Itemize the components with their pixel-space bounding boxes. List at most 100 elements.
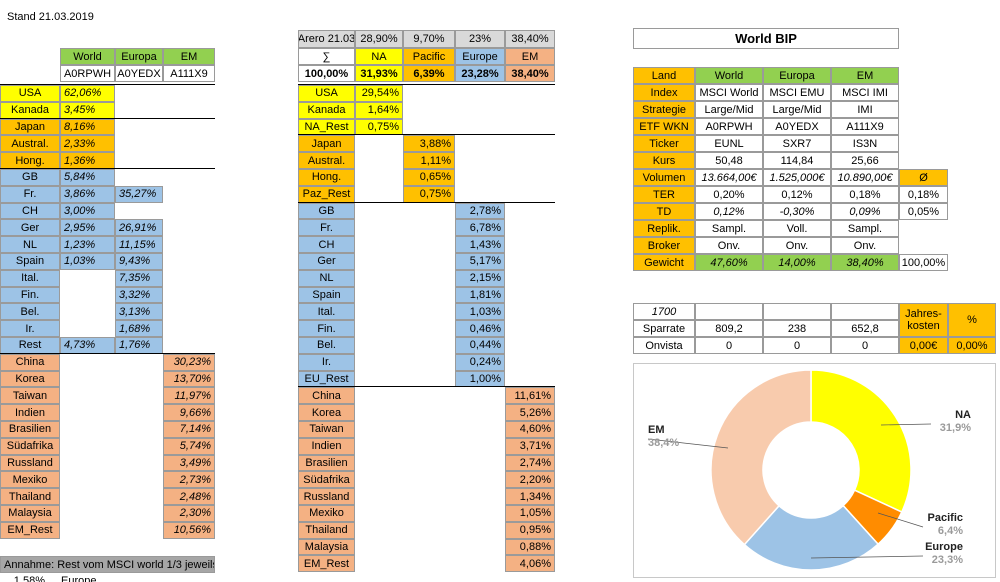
chart-frame bbox=[633, 363, 996, 578]
value-cell bbox=[163, 119, 215, 136]
value-cell: 1,34% bbox=[505, 488, 555, 505]
value-cell: 3,00% bbox=[60, 202, 115, 220]
value-cell: 2,78% bbox=[455, 202, 505, 220]
value-cell bbox=[163, 186, 215, 203]
column-header: EM bbox=[163, 48, 215, 65]
value-cell bbox=[115, 102, 163, 119]
value-cell: A0RPWH bbox=[695, 118, 763, 135]
segment-value: 23,3% bbox=[932, 554, 963, 566]
stand-label: Stand 21.03.2019 bbox=[7, 11, 94, 23]
segment-label: NA bbox=[955, 409, 971, 421]
value-cell bbox=[163, 152, 215, 169]
row-label: Taiwan bbox=[0, 387, 60, 405]
header-cell: 23% bbox=[455, 30, 505, 48]
value-cell bbox=[163, 236, 215, 253]
row-label: NL bbox=[298, 269, 355, 287]
value-cell: Sampl. bbox=[831, 220, 899, 237]
row-label: Bel. bbox=[0, 303, 60, 321]
value-cell bbox=[115, 169, 163, 186]
row-label: Thailand bbox=[0, 488, 60, 505]
value-cell: 2,30% bbox=[163, 505, 215, 522]
row-label: Broker bbox=[633, 237, 695, 254]
value-cell: 13,70% bbox=[163, 370, 215, 388]
value-cell: 26,91% bbox=[115, 219, 163, 237]
row-label: Sparrate bbox=[633, 320, 695, 337]
value-cell: -0,30% bbox=[763, 203, 831, 220]
bottom-label: Europe bbox=[61, 575, 97, 582]
value-cell bbox=[115, 471, 163, 488]
row-label: Hong. bbox=[298, 169, 355, 186]
value-cell bbox=[115, 135, 163, 152]
value-cell: 4,06% bbox=[505, 555, 555, 573]
segment-label: Pacific bbox=[928, 512, 963, 524]
value-cell: 1,64% bbox=[355, 101, 403, 119]
row-label: Thailand bbox=[298, 521, 355, 539]
value-cell bbox=[115, 488, 163, 505]
value-cell: 5,26% bbox=[505, 404, 555, 421]
value-cell: World bbox=[695, 67, 763, 84]
row-label: Ger bbox=[298, 253, 355, 270]
value-cell: 30,23% bbox=[163, 353, 215, 371]
value-cell: EM bbox=[831, 67, 899, 84]
row-label: NA_Rest bbox=[298, 118, 355, 136]
row-label: GB bbox=[298, 202, 355, 220]
value-cell bbox=[115, 404, 163, 421]
value-cell: MSCI World bbox=[695, 84, 763, 101]
value-cell: Onv. bbox=[831, 237, 899, 254]
value-cell: 3,32% bbox=[115, 286, 163, 304]
row-label: Südafrika bbox=[298, 471, 355, 489]
value-cell: 3,13% bbox=[115, 303, 163, 321]
leader-line bbox=[877, 512, 924, 528]
segment-name: ∑ bbox=[298, 48, 355, 65]
header-cell: 38,40% bbox=[505, 30, 555, 48]
header-cell: 28,90% bbox=[355, 30, 403, 48]
value-cell: 11,97% bbox=[163, 387, 215, 405]
value-cell: 35,27% bbox=[115, 185, 163, 203]
segment-name: EM bbox=[505, 48, 555, 65]
value-cell: 2,74% bbox=[505, 454, 555, 472]
segment-value: 38,4% bbox=[648, 437, 679, 449]
row-label: Mexiko bbox=[298, 505, 355, 522]
value-cell: 0 bbox=[695, 337, 763, 354]
value-cell: IS3N bbox=[831, 135, 899, 152]
segment-total: 23,28% bbox=[455, 65, 505, 82]
row-label: ETF WKN bbox=[633, 118, 695, 135]
value-cell: 1.525,000€ bbox=[763, 169, 831, 186]
cost-header: Jahres-kosten bbox=[899, 303, 948, 337]
value-cell: 0,09% bbox=[831, 203, 899, 220]
value-cell: 0,44% bbox=[455, 337, 505, 354]
row-label: Russland bbox=[0, 454, 60, 472]
group-divider bbox=[0, 84, 215, 85]
row-label: EM_Rest bbox=[0, 521, 60, 539]
value-cell bbox=[163, 85, 215, 102]
row-label: Ir. bbox=[0, 320, 60, 337]
value-cell bbox=[163, 169, 215, 186]
value-cell: 2,20% bbox=[505, 471, 555, 489]
value-cell bbox=[163, 135, 215, 152]
value-cell: 0,18% bbox=[899, 186, 948, 203]
value-cell: 14,00% bbox=[763, 254, 831, 271]
segment-value: 31,9% bbox=[940, 422, 971, 434]
value-cell: A0YEDX bbox=[763, 118, 831, 135]
value-cell bbox=[163, 253, 215, 270]
value-cell: 2,48% bbox=[163, 488, 215, 505]
value-cell: 1,03% bbox=[455, 303, 505, 321]
value-cell: 0,75% bbox=[403, 185, 455, 203]
segment-name: Pacific bbox=[403, 48, 455, 65]
value-cell: 3,86% bbox=[60, 185, 115, 203]
leader-line bbox=[647, 438, 729, 449]
value-cell: 2,33% bbox=[60, 135, 115, 153]
value-cell: A111X9 bbox=[831, 118, 899, 135]
code: A111X9 bbox=[163, 65, 215, 82]
value-cell bbox=[695, 303, 763, 320]
row-label: Rest bbox=[0, 337, 60, 354]
value-cell: 9,43% bbox=[115, 253, 163, 270]
value-cell bbox=[60, 371, 115, 388]
row-label: Bel. bbox=[298, 337, 355, 354]
row-label: Land bbox=[633, 67, 695, 84]
value-cell bbox=[763, 303, 831, 320]
value-cell bbox=[115, 387, 163, 404]
value-cell: 809,2 bbox=[695, 320, 763, 337]
row-label: USA bbox=[298, 85, 355, 102]
value-cell bbox=[163, 287, 215, 304]
